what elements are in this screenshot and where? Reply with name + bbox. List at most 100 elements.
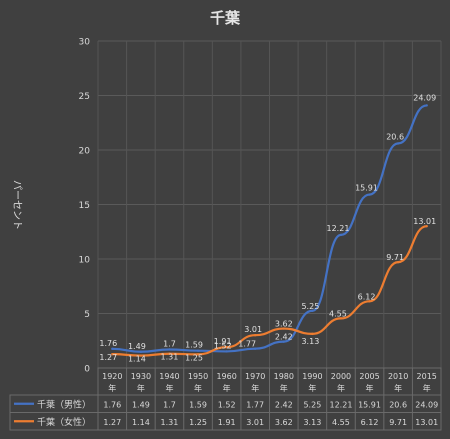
y-axis-label: パーセント <box>11 180 23 230</box>
table-cell: 1.14 <box>132 418 150 427</box>
x-tick-label: 1960 <box>216 372 236 381</box>
data-point <box>111 347 114 351</box>
data-label: 15.91 <box>355 184 378 193</box>
x-tick-label-suffix: 年 <box>137 383 145 393</box>
chart-title: 千葉 <box>210 9 241 27</box>
data-point <box>339 317 343 320</box>
y-axis-ticks: 0 5 10 15 20 25 30 <box>79 38 91 375</box>
table-cell: 4.55 <box>332 418 350 427</box>
data-label: 24.09 <box>413 93 436 102</box>
x-tick-label: 2000 <box>331 372 351 381</box>
data-label: 3.01 <box>244 325 262 334</box>
x-tick-label-suffix: 年 <box>366 383 374 393</box>
table-cell: 1.52 <box>218 400 236 409</box>
y-tick-label: 0 <box>84 365 90 375</box>
series-name: 千葉（男性） <box>37 398 91 410</box>
table-cell: 1.27 <box>103 418 121 427</box>
x-tick-label-suffix: 年 <box>337 383 345 393</box>
table-cell: 24.09 <box>415 400 438 409</box>
data-label: 9.71 <box>386 253 404 262</box>
table-cell: 1.49 <box>132 400 150 409</box>
table-cell: 20.6 <box>389 400 407 409</box>
data-label: 4.55 <box>329 309 347 318</box>
y-tick-label: 5 <box>84 310 90 320</box>
table-cell: 6.12 <box>361 418 379 427</box>
series-line-1 <box>112 225 427 357</box>
table-cell: 1.59 <box>189 400 207 409</box>
x-tick-label-suffix: 年 <box>223 383 231 393</box>
y-tick-label: 30 <box>79 38 91 48</box>
table-cell: 1.7 <box>163 400 176 409</box>
data-label: 2.42 <box>275 333 293 342</box>
data-label: 1.59 <box>185 341 203 350</box>
x-tick-label-suffix: 年 <box>280 383 288 393</box>
data-point <box>254 347 257 350</box>
data-point <box>139 350 143 353</box>
table-cell: 5.25 <box>303 400 321 409</box>
x-tick-label: 2015 <box>417 372 437 381</box>
table-cell: 1.77 <box>246 400 264 409</box>
data-point <box>168 352 171 355</box>
data-label: 1.77 <box>238 340 256 349</box>
data-table: 1920 年 1930 年 1940 年 1950 年 1960 年 1970 年 1980 年 1990 年… <box>9 367 442 431</box>
data-point <box>225 345 228 349</box>
table-cell: 9.71 <box>389 418 407 427</box>
table-cell: 3.62 <box>275 418 293 427</box>
data-label: 1.76 <box>99 339 117 348</box>
data-point <box>311 332 314 336</box>
x-tick-label-suffix: 年 <box>308 383 316 393</box>
x-tick-label-suffix: 年 <box>194 383 202 393</box>
data-label: 3.13 <box>301 337 319 346</box>
data-point <box>396 260 400 264</box>
x-tick-label: 1930 <box>131 372 151 381</box>
data-label: 3.62 <box>275 320 293 329</box>
x-tick-label: 2010 <box>388 372 408 381</box>
table-row <box>9 412 442 431</box>
data-label: 5.25 <box>301 302 319 311</box>
series-name: 千葉（女性） <box>37 416 91 428</box>
data-label: 6.12 <box>358 292 376 301</box>
data-point <box>168 348 171 351</box>
data-label: 12.21 <box>327 224 350 233</box>
x-tick-label-suffix: 年 <box>165 383 173 393</box>
x-tick-label: 1920 <box>102 372 122 381</box>
data-point <box>254 333 257 337</box>
data-label: 13.01 <box>413 217 436 226</box>
data-point <box>425 104 428 107</box>
data-labels: 1.76 1.49 1.7 1.59 1.52 1.77 2.42 5.25 12.21 15.9… <box>99 93 436 363</box>
data-label: 1.25 <box>185 353 203 362</box>
table-cell: 13.01 <box>415 418 438 427</box>
data-point <box>396 142 400 145</box>
data-point <box>282 327 285 330</box>
x-tick-label-suffix: 年 <box>394 383 402 393</box>
data-point <box>225 350 228 353</box>
data-point <box>196 349 200 352</box>
table-cell: 1.91 <box>218 418 236 427</box>
x-tick-label-suffix: 年 <box>423 383 431 393</box>
y-tick-label: 10 <box>79 256 91 266</box>
table-cell: 1.76 <box>103 400 121 409</box>
data-point <box>368 193 371 196</box>
data-label: 1.27 <box>99 353 117 362</box>
table-cell: 1.31 <box>161 418 179 427</box>
x-tick-label: 1980 <box>274 372 294 381</box>
data-label: 1.52 <box>214 341 232 350</box>
data-point <box>111 352 114 356</box>
data-point <box>282 340 285 343</box>
x-tick-label: 1970 <box>245 372 265 381</box>
data-label: 1.7 <box>163 339 176 348</box>
y-tick-label: 20 <box>79 147 91 157</box>
table-cell: 2.42 <box>275 400 293 409</box>
y-tick-label: 15 <box>79 201 90 211</box>
data-label: 20.6 <box>386 132 404 141</box>
data-point <box>139 354 143 357</box>
data-point <box>196 353 200 356</box>
y-tick-label: 25 <box>79 92 90 102</box>
table-cell: 12.21 <box>330 400 353 409</box>
data-point <box>339 233 343 237</box>
table-cell: 3.13 <box>303 418 321 427</box>
series-lines <box>111 104 428 357</box>
data-label: 1.49 <box>128 342 146 351</box>
